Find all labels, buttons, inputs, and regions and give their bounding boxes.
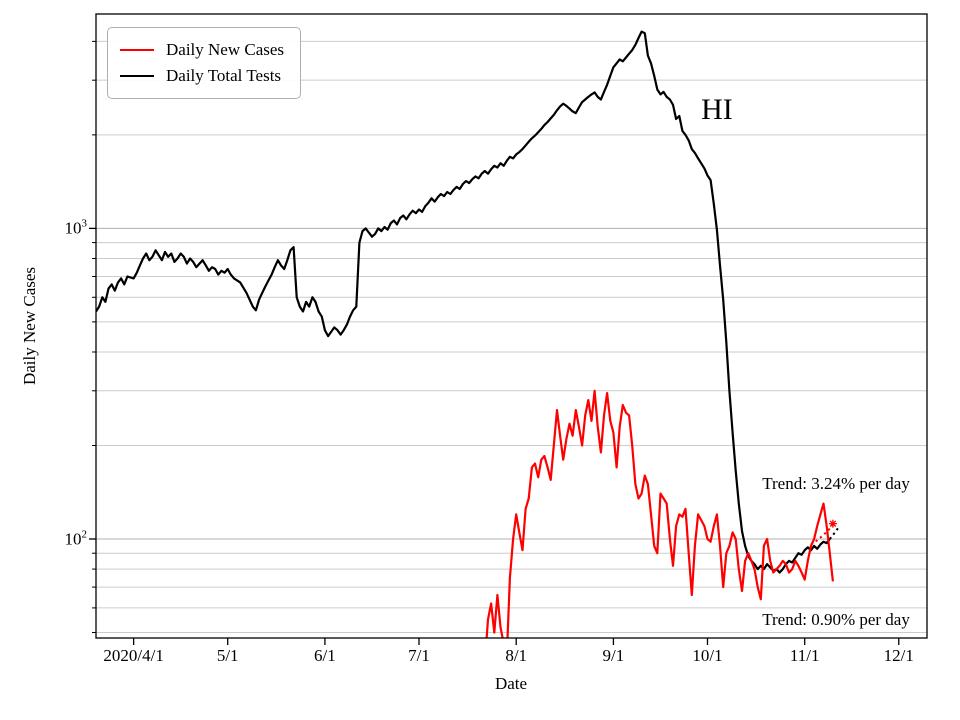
x-tick-label: 7/1 xyxy=(408,646,430,665)
legend: Daily New Cases Daily Total Tests xyxy=(107,27,302,99)
x-tick-label: 6/1 xyxy=(314,646,336,665)
series-daily-new-cases xyxy=(485,389,834,638)
x-axis-label: Date xyxy=(494,674,528,693)
legend-entry-daily-total-tests: Daily Total Tests xyxy=(120,63,284,89)
x-tick-label: 8/1 xyxy=(505,646,528,665)
y-tick-label: 103 xyxy=(64,218,88,238)
x-tick-label: 10/1 xyxy=(692,646,723,665)
red-trend-star-marker xyxy=(828,519,837,528)
y-tick-label: 102 xyxy=(64,528,88,549)
black-line-sample-icon xyxy=(120,75,154,77)
red-line-sample-icon xyxy=(120,49,154,51)
x-tick-label: 5/1 xyxy=(216,646,239,665)
annotation-state-hi: HI xyxy=(701,93,733,127)
x-tick-label: 9/1 xyxy=(602,646,625,665)
x-tick-label: 12/1 xyxy=(883,646,914,665)
legend-label: Daily New Cases xyxy=(166,40,285,59)
series-daily-total-tests xyxy=(96,30,831,574)
annotation-trend-lower: Trend: 0.90% per day xyxy=(762,609,910,629)
annotation-trend-upper: Trend: 3.24% per day xyxy=(762,474,910,494)
x-tick-label: 2020/4/1 xyxy=(103,646,164,665)
legend-entry-daily-new-cases: Daily New Cases xyxy=(120,37,284,63)
series-daily-total-tests-trend-projection xyxy=(829,525,841,540)
legend-label: Daily Total Tests xyxy=(166,66,282,85)
x-tick-label: 11/1 xyxy=(789,646,820,665)
plot-border xyxy=(95,13,928,639)
y-axis-label: Daily New Cases xyxy=(20,266,39,386)
